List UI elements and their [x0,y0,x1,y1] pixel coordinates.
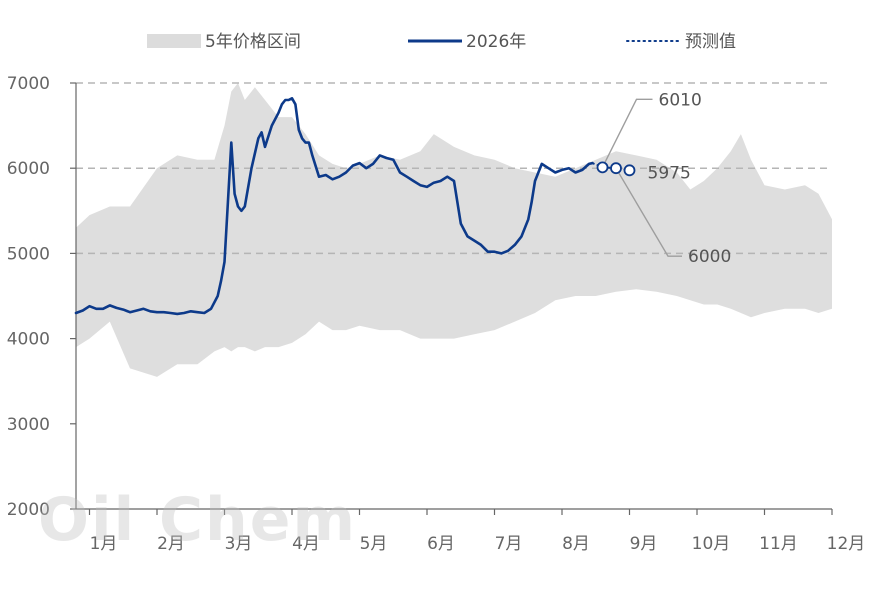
callout-line-6000 [615,167,682,257]
x-tick-label-4: 4月 [292,534,320,554]
x-tick-label-9: 9月 [630,534,658,554]
callout-line-6010 [601,98,653,168]
forecast-label-6000: 6000 [688,247,731,267]
x-tick-label-6: 6月 [427,534,455,554]
series-line-2026 [74,97,594,316]
grid-layer [76,82,832,255]
x-tick-label-5: 5月 [360,534,388,554]
forecast-layer: 6010 6000 5975 [596,90,731,267]
y-tick-label-7000: 7000 [7,74,50,94]
x-tick-label-2: 2月 [157,534,185,554]
x-tick-label-12: 12月 [827,534,866,554]
legend-label-1: 5年价格区间 [205,32,301,52]
x-tick-label-8: 8月 [562,534,590,554]
x-tick-label-10: 10月 [692,534,731,554]
range-band-layer [76,83,832,377]
x-tick-label-1: 1月 [90,534,118,554]
forecast-label-6010: 6010 [659,90,702,110]
legend-label-3: 预测值 [685,32,736,52]
y-tick-label-6000: 6000 [7,159,50,179]
y-tick-label-2000: 2000 [7,500,50,520]
x-tick-label-3: 3月 [225,534,253,554]
legend-swatch-band [147,34,201,48]
y-tick-label-5000: 5000 [7,244,50,264]
forecast-label-5975: 5975 [648,163,691,183]
y-tick-label-3000: 3000 [7,415,50,435]
watermark: Oil Chem [38,485,357,555]
legend-label-2: 2026年 [466,32,526,52]
x-tick-label-11: 11月 [759,534,798,554]
x-tick-label-7: 7月 [495,534,523,554]
forecast-point-6000 [610,162,622,175]
forecast-point-5975 [623,164,636,177]
axis-layer: 2000 3000 4000 5000 6000 7000 1月 2月 3月 4月 5月 6月 7月 8月… [7,74,866,554]
range-band-area [76,83,832,377]
legend: 5年价格区间 2026年 预测值 [147,32,736,52]
y-tick-label-4000: 4000 [7,330,50,350]
forecast-point-6010 [596,161,609,174]
